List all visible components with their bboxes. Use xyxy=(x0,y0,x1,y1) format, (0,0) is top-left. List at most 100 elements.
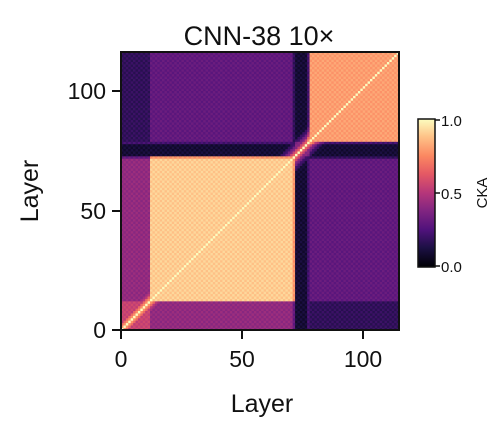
heatmap-cell xyxy=(244,223,248,227)
heatmap-cell xyxy=(309,250,313,253)
heatmap-cell xyxy=(379,274,383,278)
heatmap-cell xyxy=(391,269,395,273)
heatmap-cell xyxy=(282,315,286,319)
heatmap-cell xyxy=(331,315,335,319)
heatmap-cell xyxy=(384,313,388,316)
heatmap-cell xyxy=(290,269,293,273)
heatmap-cell xyxy=(263,317,267,321)
heatmap-cell xyxy=(295,310,298,314)
heatmap-cell xyxy=(147,255,151,258)
heatmap-cell xyxy=(328,313,332,316)
heatmap-cell xyxy=(169,223,173,227)
heatmap-cell xyxy=(307,317,310,321)
heatmap-cell xyxy=(147,252,151,256)
heatmap-cell xyxy=(345,303,349,307)
heatmap-cell xyxy=(297,269,301,273)
heatmap-cell xyxy=(365,308,368,312)
heatmap-cell xyxy=(142,327,146,331)
heatmap-cell xyxy=(374,313,378,316)
heatmap-cell xyxy=(203,242,206,246)
heatmap-cell xyxy=(374,276,378,280)
heatmap-cell xyxy=(181,320,185,324)
heatmap-cell xyxy=(186,320,190,324)
heatmap-cell xyxy=(150,279,153,282)
heatmap-cell xyxy=(282,320,286,324)
heatmap-cell xyxy=(295,230,298,234)
heatmap-cell xyxy=(268,269,272,273)
heatmap-cell xyxy=(379,271,383,275)
heatmap-cell xyxy=(227,255,231,258)
heatmap-cell xyxy=(285,308,289,312)
heatmap-cell xyxy=(210,317,214,321)
heatmap-cell xyxy=(319,274,322,278)
heatmap-cell xyxy=(152,298,156,302)
heatmap-cell xyxy=(183,315,187,319)
heatmap-cell xyxy=(321,255,325,258)
heatmap-cell xyxy=(174,264,177,268)
heatmap-cell xyxy=(345,305,349,309)
heatmap-cell xyxy=(135,245,139,249)
heatmap-cell xyxy=(377,259,381,263)
heatmap-cell xyxy=(263,252,267,256)
heatmap-cell xyxy=(319,315,322,319)
heatmap-cell xyxy=(162,313,165,316)
heatmap-cell xyxy=(249,233,252,237)
heatmap-cell xyxy=(157,288,161,292)
heatmap-cell xyxy=(336,296,339,299)
heatmap-cell xyxy=(145,250,148,253)
heatmap-cell xyxy=(382,322,385,326)
heatmap-cell xyxy=(181,230,185,234)
heatmap-cell xyxy=(157,267,161,270)
heatmap-cell xyxy=(198,305,202,309)
heatmap-cell xyxy=(304,308,308,312)
heatmap-cell xyxy=(396,313,400,316)
heatmap-cell xyxy=(171,281,175,285)
heatmap-cell xyxy=(287,325,291,328)
heatmap-cell xyxy=(336,286,339,290)
heatmap-cell xyxy=(379,264,383,268)
heatmap-cell xyxy=(205,300,209,304)
heatmap-cell xyxy=(145,242,148,246)
heatmap-cell xyxy=(280,269,284,273)
heatmap-cell xyxy=(212,286,216,290)
heatmap-cell xyxy=(239,271,243,275)
heatmap-cell xyxy=(266,284,269,287)
heatmap-cell xyxy=(174,257,177,261)
heatmap-cell xyxy=(217,264,221,268)
heatmap-cell xyxy=(234,315,238,319)
heatmap-cell xyxy=(203,288,206,292)
heatmap-cell xyxy=(304,226,308,229)
heatmap-cell xyxy=(217,226,221,229)
heatmap-cell xyxy=(203,240,206,244)
heatmap-cell xyxy=(237,327,240,331)
heatmap-cell xyxy=(152,226,156,229)
heatmap-cell xyxy=(292,262,296,266)
heatmap-cell xyxy=(282,262,286,266)
heatmap-cell xyxy=(299,327,303,331)
heatmap-cell xyxy=(321,252,325,256)
heatmap-cell xyxy=(386,267,390,270)
heatmap-cell xyxy=(249,300,252,304)
heatmap-cell xyxy=(222,262,226,266)
heatmap-cell xyxy=(343,230,347,234)
heatmap-cell xyxy=(227,303,231,307)
heatmap-cell xyxy=(183,269,187,273)
heatmap-cell xyxy=(171,233,175,237)
heatmap-cell xyxy=(292,276,296,280)
heatmap-cell xyxy=(319,300,322,304)
heatmap-cell xyxy=(389,230,393,234)
heatmap-cell xyxy=(328,252,332,256)
heatmap-cell xyxy=(348,257,351,261)
heatmap-cell xyxy=(224,286,228,290)
heatmap-cell xyxy=(152,291,156,295)
heatmap-cell xyxy=(302,296,306,299)
heatmap-cell xyxy=(379,238,383,241)
heatmap-cell xyxy=(372,296,376,299)
heatmap-cell xyxy=(164,308,168,312)
heatmap-cell xyxy=(384,252,388,256)
heatmap-cell xyxy=(176,223,180,227)
heatmap-cell xyxy=(241,252,245,256)
heatmap-cell xyxy=(273,298,277,302)
heatmap-cell xyxy=(302,284,306,287)
heatmap-cell xyxy=(215,242,219,246)
